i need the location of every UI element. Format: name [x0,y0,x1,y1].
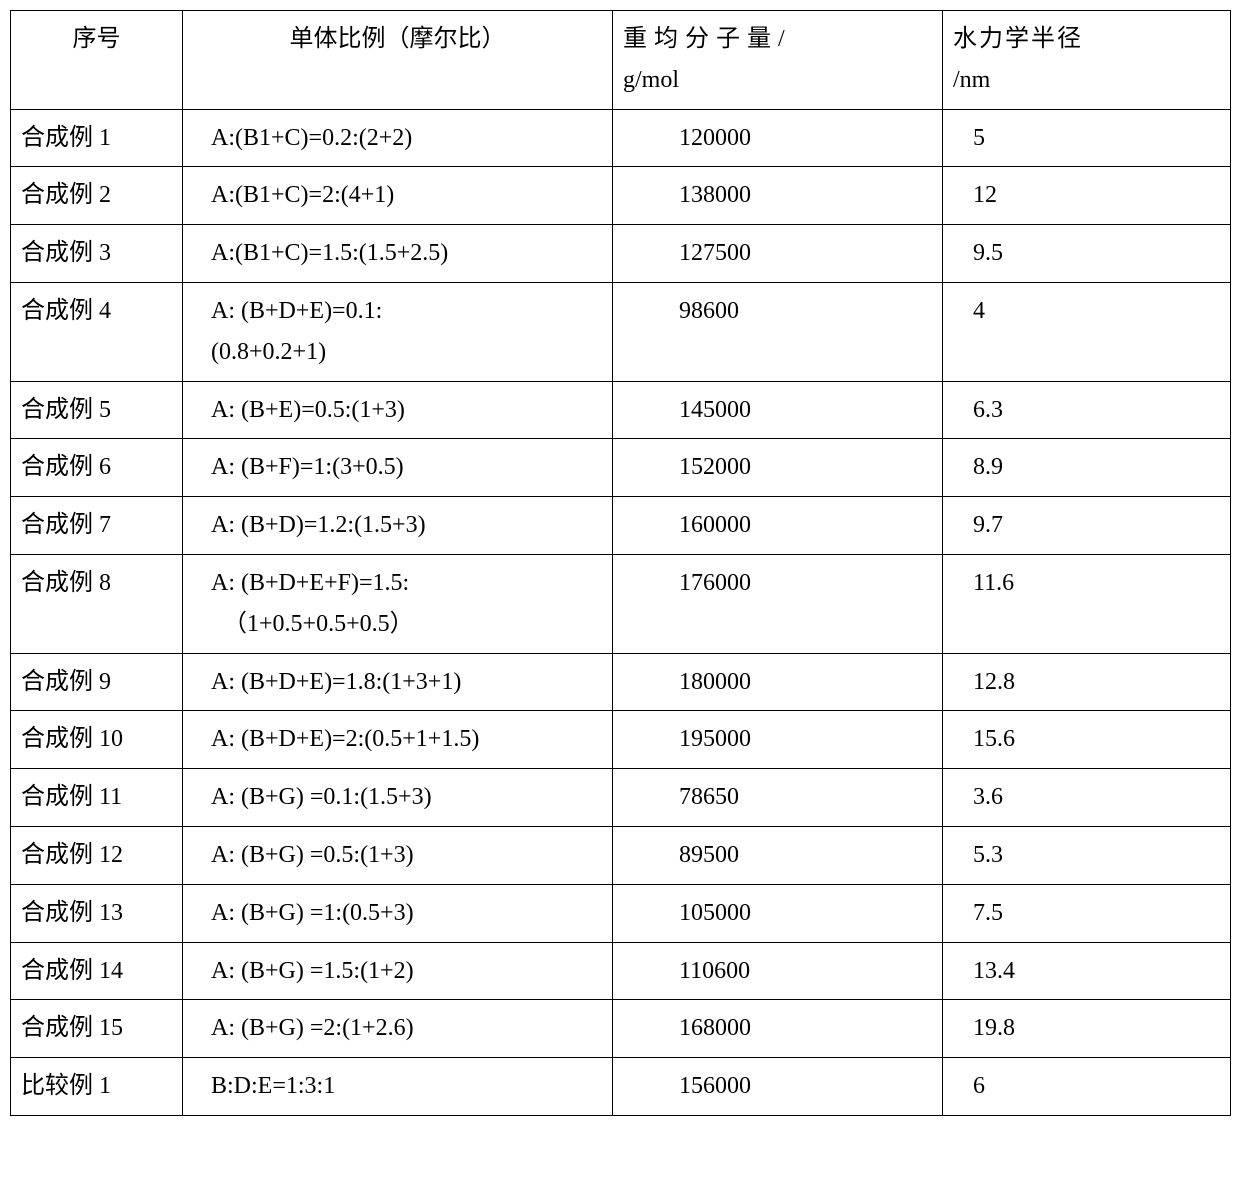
table-row: 合成例 13A: (B+G) =1:(0.5+3)1050007.5 [11,884,1231,942]
cell-rad: 15.6 [943,711,1231,769]
table-row: 合成例 9A: (B+D+E)=1.8:(1+3+1)18000012.8 [11,653,1231,711]
cell-mw: 152000 [613,439,943,497]
table-row: 合成例 3A:(B1+C)=1.5:(1.5+2.5)1275009.5 [11,225,1231,283]
cell-rad: 11.6 [943,554,1231,653]
cell-rad: 5.3 [943,826,1231,884]
cell-rad: 6 [943,1058,1231,1116]
cell-rad: 5 [943,109,1231,167]
cell-mw: 98600 [613,282,943,381]
cell-seq: 合成例 11 [11,769,183,827]
cell-seq: 合成例 12 [11,826,183,884]
cell-ratio: A: (B+D+E)=2:(0.5+1+1.5) [183,711,613,769]
cell-ratio: A: (B+G) =2:(1+2.6) [183,1000,613,1058]
cell-ratio-line1: A: (B+D+E+F)=1.5: [211,563,602,604]
table-row: 合成例 10A: (B+D+E)=2:(0.5+1+1.5)19500015.6 [11,711,1231,769]
header-ratio: 单体比例（摩尔比） [183,11,613,110]
cell-mw: 176000 [613,554,943,653]
table-row: 合成例 14A: (B+G) =1.5:(1+2)11060013.4 [11,942,1231,1000]
table-row: 合成例 11A: (B+G) =0.1:(1.5+3)786503.6 [11,769,1231,827]
cell-seq: 合成例 3 [11,225,183,283]
data-table: 序号 单体比例（摩尔比） 重均分子量/ g/mol 水力学半径 /nm 合成例 … [10,10,1231,1116]
table-row: 合成例 2A:(B1+C)=2:(4+1)13800012 [11,167,1231,225]
cell-ratio: A: (B+G) =0.5:(1+3) [183,826,613,884]
cell-mw: 160000 [613,497,943,555]
cell-mw: 89500 [613,826,943,884]
cell-ratio: A: (B+D+E+F)=1.5:（1+0.5+0.5+0.5） [183,554,613,653]
cell-rad: 12.8 [943,653,1231,711]
cell-seq: 合成例 7 [11,497,183,555]
header-row: 序号 单体比例（摩尔比） 重均分子量/ g/mol 水力学半径 /nm [11,11,1231,110]
cell-seq: 合成例 15 [11,1000,183,1058]
cell-seq: 合成例 14 [11,942,183,1000]
cell-rad: 12 [943,167,1231,225]
cell-ratio: A: (B+G) =0.1:(1.5+3) [183,769,613,827]
table-row: 合成例 1A:(B1+C)=0.2:(2+2)1200005 [11,109,1231,167]
cell-ratio: B:D:E=1:3:1 [183,1058,613,1116]
cell-rad: 13.4 [943,942,1231,1000]
cell-mw: 195000 [613,711,943,769]
table-row: 合成例 6A: (B+F)=1:(3+0.5)1520008.9 [11,439,1231,497]
cell-ratio: A: (B+F)=1:(3+0.5) [183,439,613,497]
header-rad-line1: 水力学半径 [953,26,1083,52]
cell-ratio-line2: (0.8+0.2+1) [211,332,602,373]
cell-seq: 合成例 13 [11,884,183,942]
cell-seq: 合成例 8 [11,554,183,653]
cell-ratio: A:(B1+C)=1.5:(1.5+2.5) [183,225,613,283]
cell-ratio: A: (B+E)=0.5:(1+3) [183,381,613,439]
cell-mw: 78650 [613,769,943,827]
table-row: 合成例 8A: (B+D+E+F)=1.5:（1+0.5+0.5+0.5）176… [11,554,1231,653]
cell-mw: 105000 [613,884,943,942]
cell-seq: 合成例 2 [11,167,183,225]
table-row: 比较例 1B:D:E=1:3:11560006 [11,1058,1231,1116]
cell-ratio: A: (B+D+E)=1.8:(1+3+1) [183,653,613,711]
table-row: 合成例 4A: (B+D+E)=0.1:(0.8+0.2+1)986004 [11,282,1231,381]
cell-rad: 4 [943,282,1231,381]
cell-rad: 9.5 [943,225,1231,283]
cell-mw: 168000 [613,1000,943,1058]
header-rad: 水力学半径 /nm [943,11,1231,110]
cell-seq: 合成例 5 [11,381,183,439]
cell-rad: 19.8 [943,1000,1231,1058]
cell-ratio-line1: A: (B+D+E)=0.1: [211,291,602,332]
cell-mw: 156000 [613,1058,943,1116]
cell-seq: 合成例 9 [11,653,183,711]
cell-mw: 110600 [613,942,943,1000]
header-mw: 重均分子量/ g/mol [613,11,943,110]
cell-mw: 138000 [613,167,943,225]
cell-seq: 合成例 4 [11,282,183,381]
cell-seq: 合成例 1 [11,109,183,167]
table-row: 合成例 12A: (B+G) =0.5:(1+3)895005.3 [11,826,1231,884]
cell-seq: 合成例 6 [11,439,183,497]
cell-rad: 7.5 [943,884,1231,942]
cell-ratio: A: (B+D+E)=0.1:(0.8+0.2+1) [183,282,613,381]
cell-mw: 120000 [613,109,943,167]
cell-ratio: A: (B+G) =1.5:(1+2) [183,942,613,1000]
cell-rad: 9.7 [943,497,1231,555]
header-mw-line2: g/mol [623,67,679,93]
table-row: 合成例 5A: (B+E)=0.5:(1+3)1450006.3 [11,381,1231,439]
cell-rad: 8.9 [943,439,1231,497]
cell-mw: 127500 [613,225,943,283]
table-row: 合成例 15A: (B+G) =2:(1+2.6)16800019.8 [11,1000,1231,1058]
cell-ratio: A: (B+G) =1:(0.5+3) [183,884,613,942]
header-rad-line2: /nm [953,67,990,93]
cell-seq: 比较例 1 [11,1058,183,1116]
cell-ratio: A:(B1+C)=0.2:(2+2) [183,109,613,167]
cell-rad: 6.3 [943,381,1231,439]
cell-ratio: A: (B+D)=1.2:(1.5+3) [183,497,613,555]
cell-ratio: A:(B1+C)=2:(4+1) [183,167,613,225]
cell-seq: 合成例 10 [11,711,183,769]
table-row: 合成例 7A: (B+D)=1.2:(1.5+3)1600009.7 [11,497,1231,555]
cell-rad: 3.6 [943,769,1231,827]
cell-ratio-line2: （1+0.5+0.5+0.5） [211,604,602,645]
cell-mw: 180000 [613,653,943,711]
header-mw-line1: 重均分子量/ [623,26,792,52]
header-seq: 序号 [11,11,183,110]
cell-mw: 145000 [613,381,943,439]
